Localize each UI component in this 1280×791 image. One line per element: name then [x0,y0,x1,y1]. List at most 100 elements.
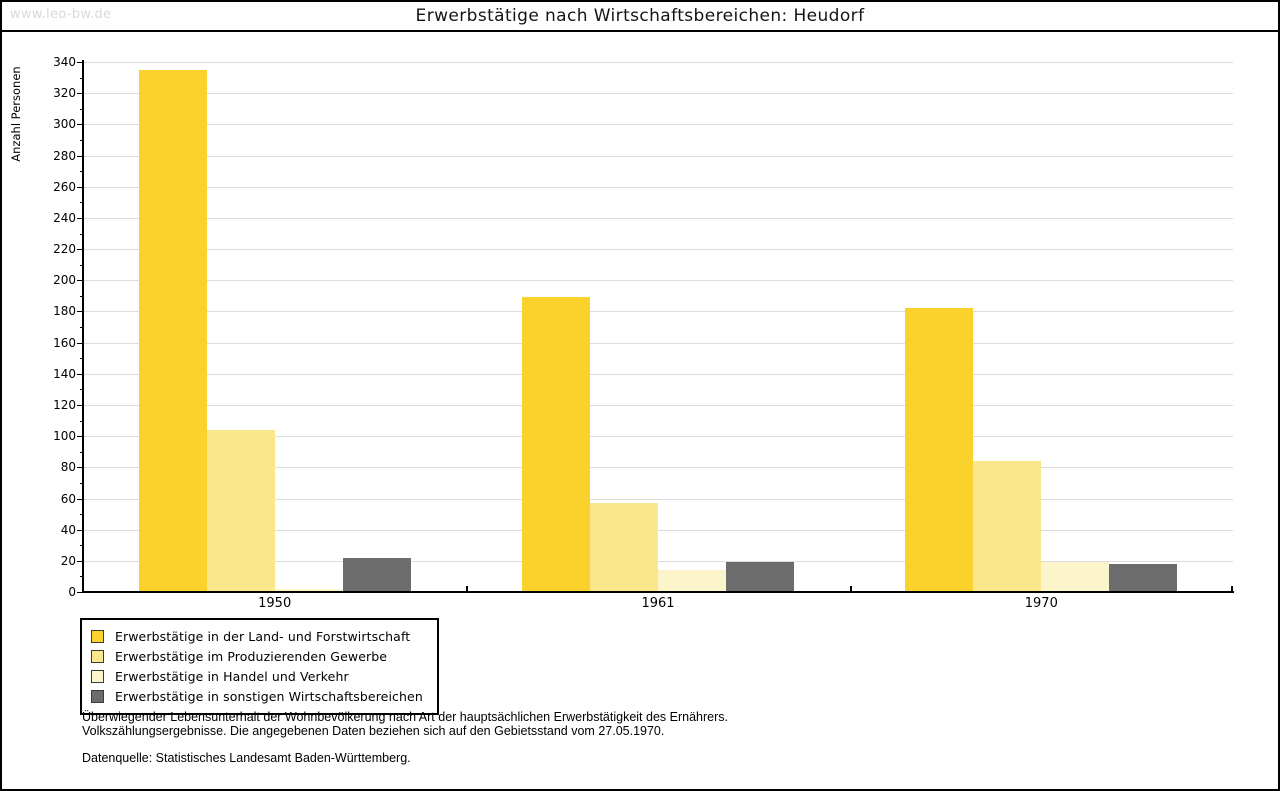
legend-swatch-icon [91,689,104,703]
bar-1970-series-1 [905,308,974,592]
gridline-160 [83,342,1233,344]
x-axis-tick-0 [466,586,469,591]
footnote-line-1: Überwiegender Lebensunterhalt der Wohnbe… [82,710,728,724]
y-major-tick-140 [77,373,83,375]
y-tick-label-260: 260 [53,179,76,194]
x-axis-line [82,591,1234,593]
x-axis-tick-1 [849,586,852,591]
y-minor-tick-250 [80,202,83,204]
y-tick-label-20: 20 [60,553,76,568]
x-tick-label-1961: 1961 [641,596,675,611]
gridline-280 [83,155,1233,157]
gridline-60 [83,498,1233,500]
y-tick-label-200: 200 [53,273,76,288]
gridline-340 [83,62,1233,63]
y-major-tick-180 [77,311,83,313]
y-minor-tick-50 [80,514,83,516]
y-major-tick-100 [77,436,83,438]
y-tick-label-300: 300 [53,117,76,132]
y-tick-label-220: 220 [53,242,76,257]
y-minor-tick-210 [80,264,83,266]
legend-item-3: Erwerbstätige in Handel und Verkehr [91,666,423,686]
y-tick-label-320: 320 [53,86,76,101]
y-major-tick-60 [77,498,83,500]
y-major-tick-120 [77,404,83,406]
gridline-140 [83,373,1233,375]
y-major-tick-300 [77,124,83,126]
y-tick-label-60: 60 [60,491,76,506]
bar-1970-series-3 [1041,562,1110,592]
gridline-20 [83,560,1233,562]
y-tick-label-160: 160 [53,335,76,350]
bar-1970-series-4 [1109,563,1178,592]
legend-swatch-icon [91,629,104,643]
header: www.leo-bw.de Erwerbstätige nach Wirtsch… [2,2,1278,32]
y-minor-tick-90 [80,451,83,453]
y-major-tick-200 [77,280,83,282]
gridline-260 [83,186,1233,188]
legend-swatch-icon [91,669,104,683]
y-minor-tick-230 [80,233,83,235]
bar-1961-series-2 [590,503,658,592]
y-major-tick-240 [77,217,83,219]
y-minor-tick-330 [80,77,83,79]
bar-1961-series-1 [522,297,590,592]
bar-1950-series-4 [342,557,411,592]
legend-label: Erwerbstätige in sonstigen Wirtschaftsbe… [115,688,423,704]
y-axis-line [82,60,84,593]
legend-label: Erwerbstätige in Handel und Verkehr [115,668,349,684]
x-axis-tick-2 [1231,586,1233,591]
gridline-180 [83,311,1233,313]
y-tick-label-0: 0 [68,585,76,599]
gridline-320 [83,93,1233,95]
bar-1950-series-3 [274,588,343,592]
y-major-tick-20 [77,560,83,562]
bar-1970-series-2 [973,461,1042,592]
bar-1950-series-2 [206,429,275,592]
y-minor-tick-310 [80,108,83,110]
legend-item-2: Erwerbstätige im Produzierenden Gewerbe [91,646,423,666]
y-minor-tick-150 [80,358,83,360]
data-source-line: Datenquelle: Statistisches Landesamt Bad… [82,751,411,765]
y-tick-label-40: 40 [60,522,76,537]
y-major-tick-260 [77,186,83,188]
y-minor-tick-190 [80,295,83,297]
gridline-120 [83,404,1233,406]
y-tick-label-100: 100 [53,429,76,444]
legend: Erwerbstätige in der Land- und Forstwirt… [80,618,439,715]
footnote: Überwiegender Lebensunterhalt der Wohnbe… [82,710,728,766]
gridline-200 [83,280,1233,282]
x-tick-label-1950: 1950 [258,596,292,611]
y-major-tick-160 [77,342,83,344]
y-tick-label-140: 140 [53,366,76,381]
y-tick-label-120: 120 [53,397,76,412]
gridline-220 [83,249,1233,251]
y-tick-label-340: 340 [53,55,76,69]
y-major-tick-280 [77,155,83,157]
y-minor-tick-110 [80,420,83,422]
gridline-300 [83,124,1233,126]
y-minor-tick-290 [80,139,83,141]
gridline-40 [83,529,1233,531]
y-tick-label-80: 80 [60,460,76,475]
legend-item-4: Erwerbstätige in sonstigen Wirtschaftsbe… [91,686,423,706]
y-tick-label-240: 240 [53,210,76,225]
y-tick-label-280: 280 [53,148,76,163]
y-minor-tick-270 [80,171,83,173]
x-tick-label-1970: 1970 [1024,596,1058,611]
bar-1961-series-4 [726,562,794,592]
watermark: www.leo-bw.de [10,7,112,22]
y-minor-tick-170 [80,327,83,328]
y-major-tick-220 [77,249,83,251]
bar-1950-series-1 [138,69,207,592]
y-major-tick-40 [77,529,83,531]
y-minor-tick-130 [80,389,83,391]
y-major-tick-340 [77,62,83,63]
y-minor-tick-30 [80,545,83,547]
gridline-100 [83,436,1233,438]
page-title: Erwerbstätige nach Wirtschaftsbereichen:… [415,6,865,26]
legend-label: Erwerbstätige in der Land- und Forstwirt… [115,628,411,644]
legend-label: Erwerbstätige im Produzierenden Gewerbe [115,648,388,664]
y-axis-label: Anzahl Personen [9,66,23,162]
